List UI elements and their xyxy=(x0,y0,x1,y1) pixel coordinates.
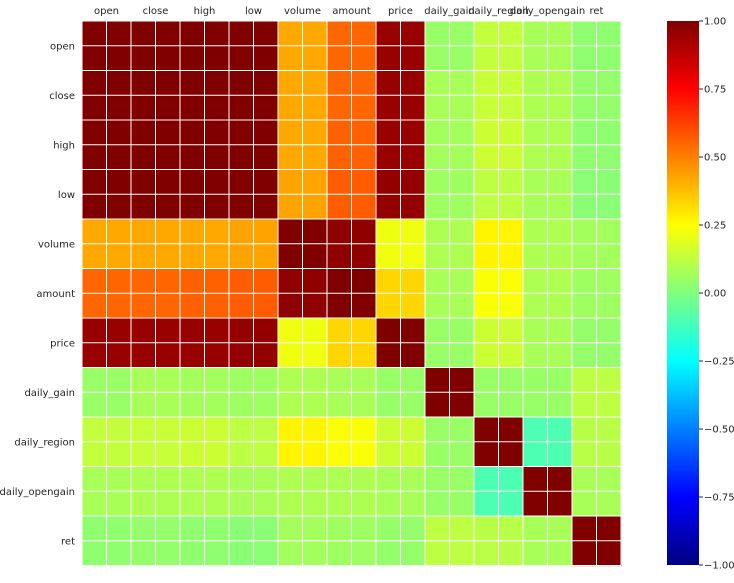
y-tick-label-ret: ret xyxy=(61,536,75,547)
colorbar: −1.00 −0.75 −0.50 −0.25 0.00 0.25 0.50 0.75 1.00 xyxy=(667,17,734,572)
x-tick-label-daily_gain: daily_gain xyxy=(424,6,475,17)
x-tick-label-volume: volume xyxy=(284,6,321,17)
y-tick-label-high: high xyxy=(53,140,75,151)
x-tick-labels: open close high low volume amount price daily_g… xyxy=(94,6,604,17)
colorbar-tick-label: 1.00 xyxy=(704,17,726,28)
colorbar-gradient xyxy=(667,21,699,565)
y-tick-label-daily_gain: daily_gain xyxy=(24,388,75,399)
y-tick-label-price: price xyxy=(50,338,75,349)
colorbar-tick-label: −0.75 xyxy=(704,493,734,504)
x-tick-label-price: price xyxy=(388,6,413,17)
x-tick-label-low: low xyxy=(245,6,262,17)
x-tick-label-daily_opengain: daily_opengain xyxy=(510,6,586,17)
y-tick-label-volume: volume xyxy=(38,239,75,250)
x-tick-label-ret: ret xyxy=(590,6,604,17)
colorbar-tick-label: 0.50 xyxy=(704,153,726,164)
colorbar-tick-label: −0.25 xyxy=(704,357,734,368)
colorbar-tick-label: 0.75 xyxy=(704,85,726,96)
y-tick-label-open: open xyxy=(50,41,75,52)
y-tick-labels: open close high low volume amount price daily_g… xyxy=(0,41,75,547)
y-tick-label-amount: amount xyxy=(36,289,75,300)
heatmap-grid xyxy=(81,20,622,566)
y-tick-label-low: low xyxy=(58,190,75,201)
x-tick-label-close: close xyxy=(143,6,169,17)
colorbar-tick-label: −0.50 xyxy=(704,425,734,436)
y-tick-label-close: close xyxy=(49,91,75,102)
colorbar-tick-label: 0.25 xyxy=(704,221,726,232)
colorbar-tick-label: 0.00 xyxy=(704,289,726,300)
y-tick-label-daily_region: daily_region xyxy=(14,437,75,448)
x-tick-label-daily_region: daily_region xyxy=(468,6,529,17)
x-tick-label-amount: amount xyxy=(332,6,371,17)
x-tick-label-high: high xyxy=(194,6,216,17)
x-tick-label-open: open xyxy=(94,6,119,17)
y-tick-label-daily_opengain: daily_opengain xyxy=(0,487,75,498)
colorbar-tick-label: −1.00 xyxy=(704,561,734,572)
